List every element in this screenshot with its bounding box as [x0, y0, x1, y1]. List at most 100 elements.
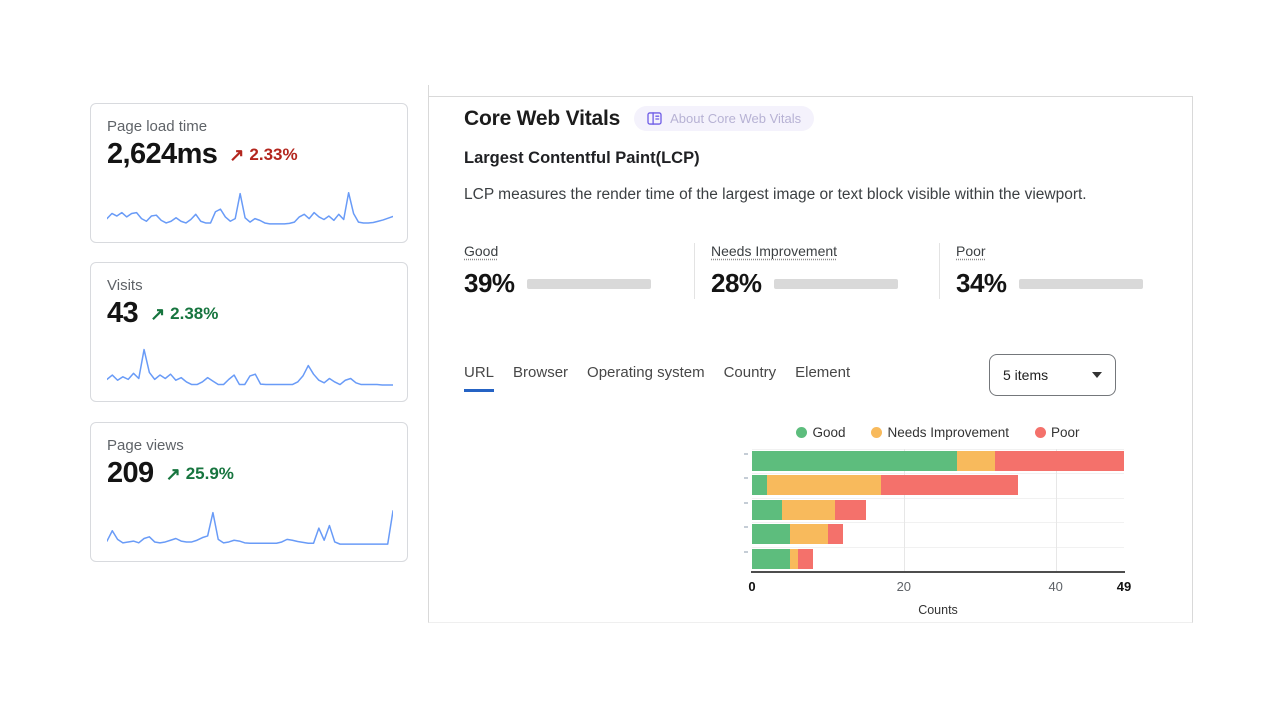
- legend-label: Needs Improvement: [887, 425, 1010, 440]
- bar-segment-poor: [797, 548, 813, 569]
- sparkline-chart: [107, 505, 393, 553]
- trend-value: 2.33%: [249, 144, 298, 164]
- sparkline-chart: [107, 186, 393, 234]
- bar-segment-poor: [828, 524, 844, 545]
- distribution-label: Good: [464, 243, 499, 259]
- caret-down-icon: [1092, 372, 1102, 378]
- gridline: [903, 449, 905, 571]
- distribution-value: 39%: [464, 268, 515, 298]
- tab-country[interactable]: Country: [723, 364, 777, 381]
- bar-row: [752, 499, 866, 520]
- distribution-needs-improvement: Needs Improvement 28%: [694, 243, 939, 299]
- legend-label: Poor: [1051, 425, 1080, 440]
- legend-item-poor[interactable]: Poor: [1035, 425, 1080, 440]
- card-title: Page views: [107, 437, 184, 454]
- card-value: 209: [107, 457, 154, 489]
- trend-indicator: ↗ 25.9%: [166, 464, 234, 484]
- bar-segment-poor: [995, 451, 1125, 471]
- distribution-bar-track: [526, 278, 651, 289]
- legend-dot-icon: [871, 427, 883, 438]
- gridline: [752, 546, 1124, 548]
- bar-row: [752, 475, 1018, 496]
- card-value: 2,624ms: [107, 138, 218, 170]
- legend-label: Good: [812, 425, 846, 440]
- bar-segment-good: [752, 524, 790, 545]
- trend-value: 2.38%: [170, 303, 219, 323]
- trend-up-icon: ↗: [165, 463, 181, 484]
- bar-segment-needs-improvement: [767, 475, 882, 496]
- panel-divider: [428, 85, 429, 97]
- gridline: [1055, 449, 1057, 571]
- gridline: [752, 473, 1124, 475]
- y-axis-tick: [744, 526, 748, 529]
- distribution-value: 28%: [711, 268, 762, 298]
- bar-row: [752, 524, 844, 545]
- core-web-vitals-panel: Core Web Vitals About Core Web Vitals La…: [428, 96, 1193, 623]
- legend-dot-icon: [796, 427, 808, 438]
- y-axis-tick: [744, 501, 748, 504]
- tab-element[interactable]: Element: [795, 364, 851, 381]
- bar-segment-good: [752, 548, 790, 569]
- x-axis-tick-label: 40: [1048, 579, 1063, 594]
- distribution-value-row: 28%: [711, 268, 939, 299]
- about-badge-label: About Core Web Vitals: [670, 111, 802, 126]
- distribution-value-row: 34%: [956, 268, 1179, 299]
- trend-up-icon: ↗: [229, 144, 245, 165]
- trend-indicator: ↗ 2.38%: [150, 304, 218, 324]
- about-core-web-vitals-badge[interactable]: About Core Web Vitals: [634, 106, 815, 131]
- legend-item-good[interactable]: Good: [796, 425, 845, 440]
- dimension-tabs: URL Browser Operating system Country Element: [464, 364, 850, 392]
- chart-legend: Good Needs Improvement Poor: [752, 425, 1124, 440]
- x-axis-tick-label: 20: [896, 579, 912, 594]
- x-axis-line: [751, 571, 1125, 573]
- gridline: [752, 497, 1124, 499]
- items-count-select[interactable]: 5 items: [989, 354, 1116, 396]
- bar-segment-poor: [835, 499, 866, 520]
- x-axis-tick-label: 49: [1116, 579, 1132, 594]
- sparkline-chart: [107, 345, 393, 393]
- gridline: [752, 449, 1124, 450]
- y-axis-tick: [744, 477, 748, 480]
- y-axis-tick: [744, 453, 748, 455]
- lcp-description: LCP measures the render time of the larg…: [464, 186, 1087, 203]
- bar-segment-good: [752, 451, 957, 471]
- bar-segment-needs-improvement: [957, 451, 995, 471]
- distribution-good: Good 39%: [464, 243, 694, 299]
- bar-row: [752, 451, 1125, 471]
- distribution-label: Poor: [956, 243, 986, 259]
- card-visits: Visits 43 ↗ 2.38%: [90, 262, 408, 402]
- card-title: Visits: [107, 277, 143, 294]
- lcp-section-heading: Largest Contentful Paint(LCP): [464, 149, 700, 167]
- trend-up-icon: ↗: [150, 303, 166, 324]
- card-page-load-time: Page load time 2,624ms ↗ 2.33%: [90, 103, 408, 243]
- bar-segment-good: [752, 499, 783, 520]
- x-axis-tick-label: 0: [748, 579, 756, 594]
- legend-dot-icon: [1035, 427, 1047, 438]
- card-title: Page load time: [107, 118, 208, 135]
- tab-operating-system[interactable]: Operating system: [587, 364, 705, 381]
- tab-url[interactable]: URL: [464, 364, 495, 392]
- trend-indicator: ↗ 2.33%: [229, 145, 297, 165]
- lcp-distribution-stats: Good 39% Needs Improvement 28% Poor 34%: [464, 243, 1179, 299]
- page-title: Core Web Vitals: [464, 106, 621, 130]
- legend-item-needs-improvement[interactable]: Needs Improvement: [871, 425, 1009, 440]
- bar-row: [752, 548, 813, 569]
- card-page-views: Page views 209 ↗ 25.9%: [90, 422, 408, 562]
- bar-segment-needs-improvement: [782, 499, 836, 520]
- distribution-bar-track: [773, 278, 898, 289]
- y-axis-tick: [744, 550, 748, 553]
- bar-segment-poor: [881, 475, 1018, 496]
- x-axis-label: Counts: [918, 603, 958, 617]
- bar-segment-needs-improvement: [790, 524, 828, 545]
- bar-segment-good: [752, 475, 768, 496]
- tab-browser[interactable]: Browser: [513, 364, 569, 381]
- distribution-label: Needs Improvement: [711, 243, 838, 259]
- bar-segment-needs-improvement: [790, 548, 798, 569]
- distribution-value: 34%: [956, 268, 1007, 298]
- items-count-value: 5 items: [1003, 367, 1049, 383]
- gridline: [752, 522, 1124, 524]
- trend-value: 25.9%: [185, 463, 234, 483]
- stacked-bar-chart: 0 20 40 49: [744, 449, 1131, 594]
- card-value: 43: [107, 297, 139, 329]
